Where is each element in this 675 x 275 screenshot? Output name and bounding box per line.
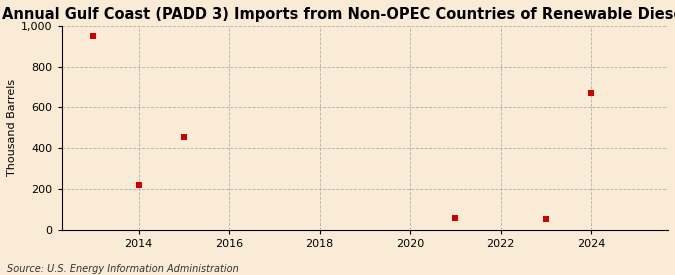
Text: Source: U.S. Energy Information Administration: Source: U.S. Energy Information Administ… xyxy=(7,264,238,274)
Point xyxy=(541,216,551,221)
Point xyxy=(586,91,597,95)
Point xyxy=(178,135,189,139)
Title: Annual Gulf Coast (PADD 3) Imports from Non-OPEC Countries of Renewable Diesel F: Annual Gulf Coast (PADD 3) Imports from … xyxy=(2,7,675,22)
Point xyxy=(450,216,461,220)
Y-axis label: Thousand Barrels: Thousand Barrels xyxy=(7,79,17,176)
Point xyxy=(133,183,144,187)
Point xyxy=(88,34,99,38)
